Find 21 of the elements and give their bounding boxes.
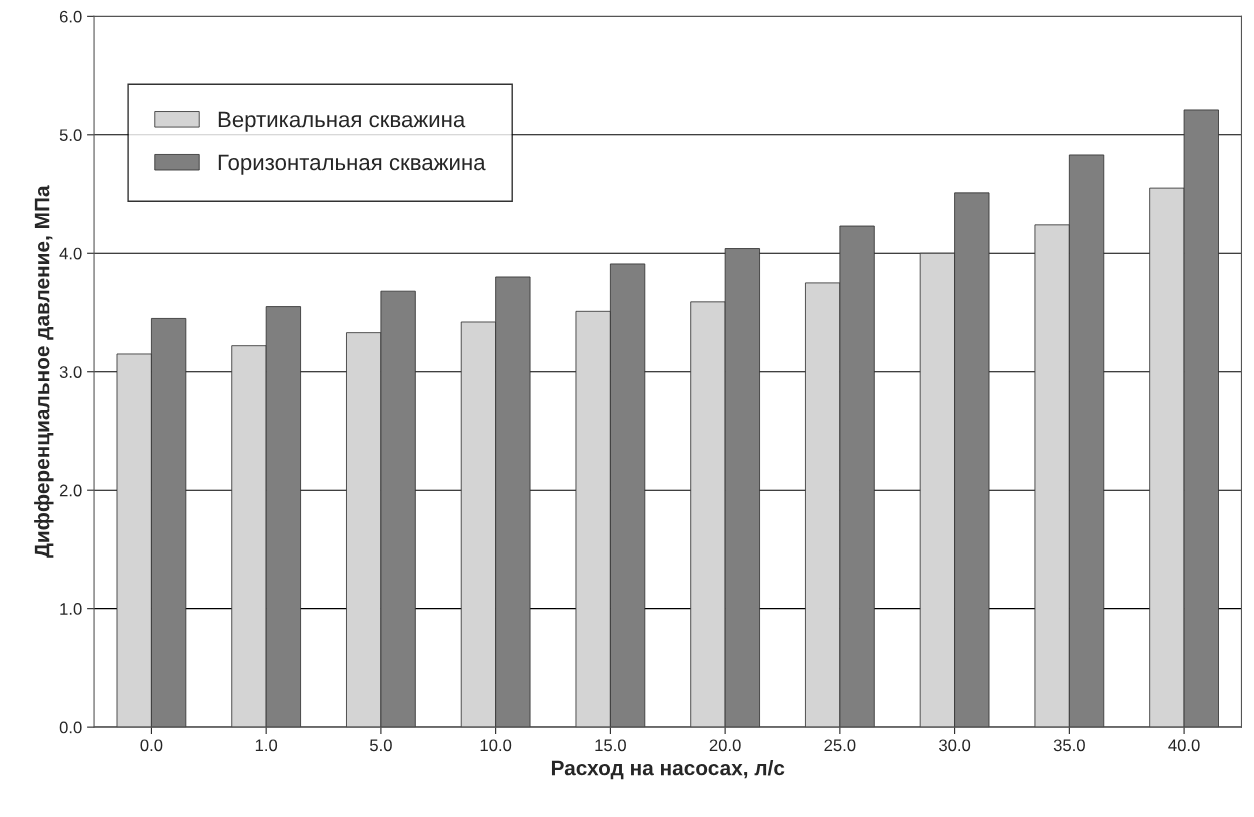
x-tick-label: 1.0 — [255, 739, 278, 752]
x-tick-label: 20.0 — [709, 739, 741, 752]
x-tick-label: 10.0 — [480, 739, 512, 752]
x-tick-label: 30.0 — [939, 739, 971, 752]
x-tick-label: 0.0 — [140, 739, 163, 752]
y-tick-label: 3.0 — [59, 366, 82, 378]
x-tick-label: 5.0 — [369, 739, 392, 752]
legend-label: Вертикальная скважина — [218, 111, 466, 132]
legend-label: Горизонтальная скважина — [218, 154, 486, 175]
x-tick-label: 25.0 — [824, 739, 856, 752]
y-tick-label: 5.0 — [59, 129, 82, 142]
x-tick-label: 15.0 — [595, 739, 626, 752]
y-tick-label: 6.0 — [59, 10, 82, 23]
y-tick-label: 2.0 — [59, 484, 82, 497]
x-axis-title: Расход на насосах, л/с — [551, 760, 785, 780]
x-tick-label: 35.0 — [1053, 739, 1085, 752]
y-tick-label: 0.0 — [59, 721, 82, 734]
x-tick-label: 40.0 — [1168, 739, 1200, 752]
y-axis-title: Дифференциальное давление, МПа — [34, 185, 54, 558]
y-tick-label: 1.0 — [60, 603, 82, 615]
y-tick-label: 4.0 — [59, 247, 82, 260]
